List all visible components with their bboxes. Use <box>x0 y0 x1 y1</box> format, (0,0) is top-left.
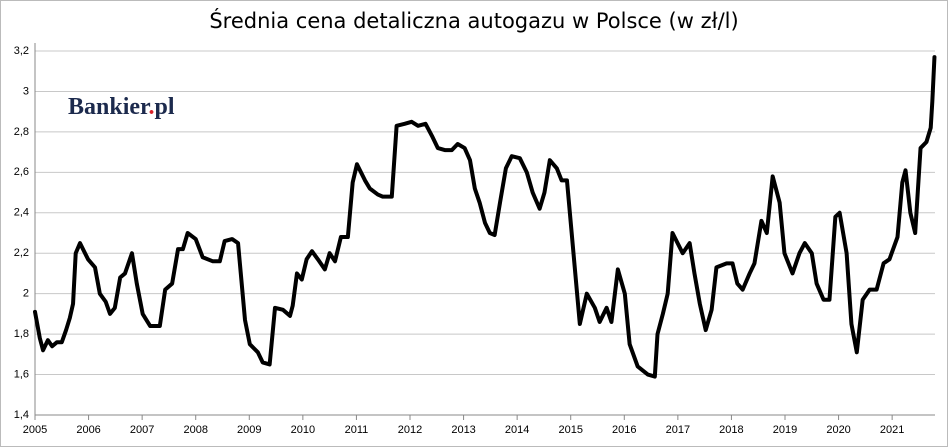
logo-dot: . <box>148 94 154 120</box>
x-tick-label: 2010 <box>291 424 315 436</box>
x-tick-label: 2021 <box>880 424 904 436</box>
x-tick-label: 2005 <box>23 424 47 436</box>
y-tick-label: 1,8 <box>14 328 29 340</box>
logo-part: pl <box>154 94 174 120</box>
x-tick-label: 2016 <box>612 424 636 436</box>
x-tick-label: 2011 <box>345 424 369 436</box>
y-tick-label: 2 <box>23 288 29 300</box>
logo-part: Bankier <box>68 94 151 120</box>
x-tick-label: 2013 <box>451 424 475 436</box>
x-tick-label: 2019 <box>773 424 797 436</box>
x-tick-label: 2009 <box>237 424 261 436</box>
x-tick-label: 2014 <box>505 424 529 436</box>
y-tick-label: 2,4 <box>14 207 29 219</box>
x-tick-label: 2012 <box>398 424 422 436</box>
x-tick-label: 2018 <box>719 424 743 436</box>
x-tick-label: 2008 <box>183 424 207 436</box>
y-tick-label: 2,6 <box>14 166 29 178</box>
y-tick-label: 1,4 <box>14 409 29 421</box>
line-series <box>33 55 937 379</box>
logo: Bankier.pl <box>68 94 175 120</box>
y-tick-label: 3,2 <box>14 45 29 57</box>
x-tick-label: 2020 <box>826 424 850 436</box>
y-tick-label: 2,8 <box>14 126 29 138</box>
x-tick-label: 2017 <box>666 424 690 436</box>
y-tick-label: 3 <box>23 85 29 97</box>
y-tick-label: 2,2 <box>14 247 29 259</box>
x-tick-label: 2015 <box>558 424 582 436</box>
chart-title: Średnia cena detaliczna autogazu w Polsc… <box>209 8 738 33</box>
x-tick-label: 2007 <box>130 424 154 436</box>
x-tick-label: 2006 <box>76 424 100 436</box>
y-tick-label: 1,6 <box>14 368 29 380</box>
